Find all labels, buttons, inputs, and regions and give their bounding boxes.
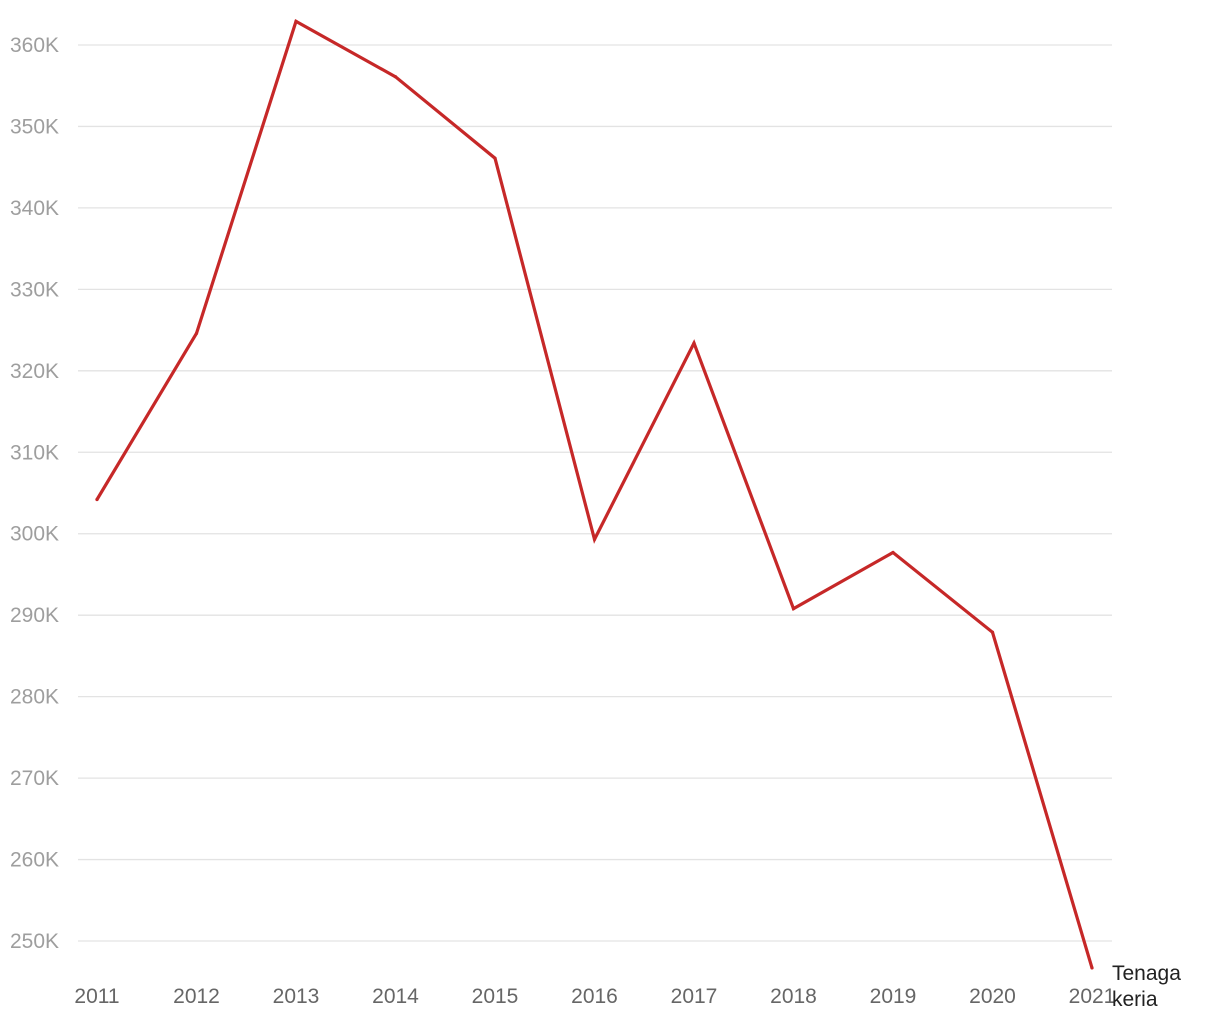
data-point (990, 630, 995, 634)
y-axis-ticks: 250K 260K 270K 280K 290K 300K 310K 320K 330K 340K… (10, 34, 59, 953)
gridlines (78, 44, 1112, 942)
x-tick-label: 2018 (770, 985, 817, 1008)
data-point (393, 75, 398, 79)
series-layer (95, 19, 1094, 970)
y-tick-label: 260K (10, 849, 59, 872)
data-point (95, 497, 99, 502)
data-point (891, 550, 895, 555)
data-point (294, 19, 298, 23)
data-point (592, 537, 597, 542)
data-point (194, 331, 199, 335)
data-point (791, 607, 796, 611)
series-name-label: Tenaga (1112, 962, 1181, 985)
x-tick-label: 2020 (969, 985, 1016, 1008)
x-tick-label: 2013 (273, 985, 320, 1008)
y-tick-label: 350K (10, 115, 59, 138)
x-tick-label: 2016 (571, 985, 618, 1008)
data-point (692, 341, 696, 345)
y-tick-label: 340K (10, 197, 59, 220)
y-tick-label: 250K (10, 930, 59, 953)
y-tick-label: 360K (10, 34, 59, 57)
y-tick-label: 330K (10, 278, 59, 301)
x-tick-label: 2012 (173, 985, 220, 1008)
x-tick-label: 2021 (1069, 985, 1116, 1008)
x-tick-label: 2019 (870, 985, 917, 1008)
x-tick-label: 2011 (74, 985, 119, 1008)
data-point (493, 156, 497, 160)
series-line (95, 19, 1094, 970)
x-tick-label: 2017 (671, 985, 718, 1008)
data-point (1090, 966, 1094, 970)
x-tick-label: 2015 (472, 985, 519, 1008)
y-tick-label: 270K (10, 767, 59, 790)
x-axis-ticks: 2011 2012 2013 2014 2015 2016 2017 2018 2019 2020… (74, 985, 1115, 1008)
y-tick-label: 290K (10, 604, 59, 627)
series-label-layer: Tenaga keria (1112, 962, 1181, 1011)
series-name-label: keria (1112, 988, 1158, 1011)
y-tick-label: 310K (10, 441, 59, 464)
y-tick-label: 320K (10, 360, 59, 383)
y-tick-label: 280K (10, 686, 59, 709)
y-tick-label: 300K (10, 523, 59, 546)
x-tick-label: 2014 (372, 985, 419, 1008)
